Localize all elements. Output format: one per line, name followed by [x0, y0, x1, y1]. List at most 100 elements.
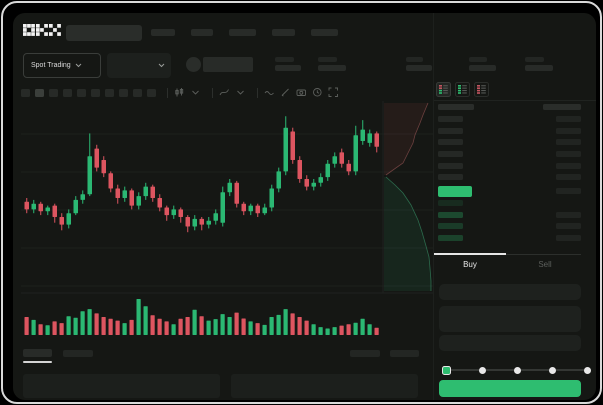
interval-tab-2[interactable]: [49, 88, 58, 97]
draw-icon[interactable]: [280, 87, 291, 98]
slider-dot-1[interactable]: [479, 366, 486, 374]
ask-price-placeholder: [438, 128, 463, 134]
bottom-right-item-0[interactable]: [350, 350, 380, 357]
interval-tab-0[interactable]: [21, 88, 30, 97]
ask-price-placeholder: [438, 116, 463, 122]
camera-icon[interactable]: [296, 87, 307, 98]
interval-tab-5[interactable]: [91, 88, 100, 97]
orderbook-ask-row[interactable]: [438, 151, 581, 158]
slider-dot-2[interactable]: [514, 366, 521, 374]
slider-dot-4[interactable]: [584, 366, 591, 374]
divider: [434, 100, 596, 101]
nav-item-1[interactable]: [191, 29, 213, 36]
orderbook-bid-row[interactable]: [438, 212, 581, 219]
orderbook-bid-row[interactable]: [438, 223, 581, 230]
book-bids-icon[interactable]: [455, 81, 470, 97]
stat-label-placeholder: [275, 57, 294, 62]
chevron-down-icon: [75, 63, 82, 68]
orderbook-ask-row[interactable]: [438, 116, 581, 123]
interval-tab-3[interactable]: [63, 88, 72, 97]
history-icon[interactable]: [312, 87, 323, 98]
top-nav: [151, 29, 411, 37]
bottom-tabs: [23, 349, 93, 357]
bid-price-placeholder: [438, 200, 463, 206]
buy-tab-indicator: [434, 253, 506, 255]
interval-tab-1[interactable]: [35, 88, 44, 97]
interval-tab-7[interactable]: [119, 88, 128, 97]
tab-sell[interactable]: Sell: [509, 260, 581, 269]
interval-tab-8[interactable]: [133, 88, 142, 97]
bottom-active-tab-underline: [23, 361, 52, 363]
ask-price-placeholder: [438, 139, 463, 145]
orderbook-amount-header: [543, 104, 581, 110]
tab-buy[interactable]: Buy: [434, 260, 506, 269]
compare-icon[interactable]: [219, 87, 230, 98]
ask-amount-placeholder: [556, 174, 581, 180]
ask-amount-placeholder: [556, 128, 581, 134]
tab-sell-label: Sell: [538, 260, 552, 269]
stat-value-placeholder: [525, 65, 553, 71]
trade-field-1[interactable]: [439, 306, 581, 332]
bid-price-placeholder: [438, 212, 463, 218]
nav-item-0[interactable]: [151, 29, 175, 36]
ticker-stat-4: [525, 57, 553, 73]
slider-handle[interactable]: [442, 365, 451, 375]
last-price-placeholder: [203, 57, 253, 72]
ask-amount-placeholder: [556, 116, 581, 122]
expand-icon[interactable]: [328, 87, 339, 98]
tab-buy-label: Buy: [463, 260, 477, 269]
divider: [257, 87, 258, 98]
okx-logo-glyphs: [23, 24, 61, 36]
market-type-dropdown[interactable]: Spot Trading: [23, 53, 101, 78]
bid-price-placeholder: [438, 235, 463, 241]
chevron-down-icon[interactable]: [235, 87, 246, 98]
stat-label-placeholder: [406, 57, 423, 62]
candlestick-chart[interactable]: [21, 101, 433, 346]
trade-field-2[interactable]: [439, 335, 581, 351]
bottom-tab-0[interactable]: [23, 349, 52, 357]
market-type-label: Spot Trading: [31, 62, 71, 69]
bottom-right-items: [350, 350, 419, 357]
nav-item-4[interactable]: [311, 29, 338, 36]
bottom-panel-1: [231, 374, 418, 398]
interval-tab-6[interactable]: [105, 88, 114, 97]
chart-toolbar: [21, 86, 425, 99]
orderbook-bid-row[interactable]: [438, 200, 581, 207]
book-both-icon[interactable]: [436, 81, 451, 97]
pair-dropdown[interactable]: [107, 53, 171, 78]
stat-label-placeholder: [318, 57, 337, 62]
okx-logo: [23, 24, 61, 38]
ask-price-placeholder: [438, 151, 463, 157]
ask-amount-placeholder: [556, 163, 581, 169]
orderbook-ask-row[interactable]: [438, 128, 581, 135]
slider-dot-3[interactable]: [549, 366, 556, 374]
indicator-icon[interactable]: [174, 87, 185, 98]
interval-tab-4[interactable]: [77, 88, 86, 97]
buy-submit-button[interactable]: [439, 380, 581, 397]
interval-tab-9[interactable]: [147, 88, 156, 97]
orderbook-ask-row[interactable]: [438, 174, 581, 181]
ticker-stat-2: [406, 57, 432, 73]
orderbook-ask-row[interactable]: [438, 163, 581, 170]
bottom-tab-1[interactable]: [63, 350, 93, 357]
trade-field-0[interactable]: [439, 284, 581, 300]
amount-slider[interactable]: [442, 365, 591, 375]
ticker-stat-3: [469, 57, 496, 73]
nav-item-3[interactable]: [272, 29, 295, 36]
orderbook-last-amount-placeholder: [556, 188, 581, 194]
bid-amount-placeholder: [556, 223, 581, 229]
orderbook-price-header: [438, 104, 474, 110]
bottom-right-item-1[interactable]: [390, 350, 419, 357]
nav-item-2[interactable]: [229, 29, 256, 36]
search-input[interactable]: [66, 25, 142, 41]
wave-icon[interactable]: [264, 87, 275, 98]
tab-divider: [506, 254, 581, 255]
orderbook-ask-row[interactable]: [438, 139, 581, 146]
orderbook-bid-row[interactable]: [438, 235, 581, 242]
ask-amount-placeholder: [556, 151, 581, 157]
orderbook-last-price[interactable]: [438, 186, 472, 197]
ticker-stat-1: [318, 57, 346, 73]
chevron-down-icon[interactable]: [190, 87, 201, 98]
book-asks-icon[interactable]: [474, 81, 489, 97]
ask-price-placeholder: [438, 163, 463, 169]
